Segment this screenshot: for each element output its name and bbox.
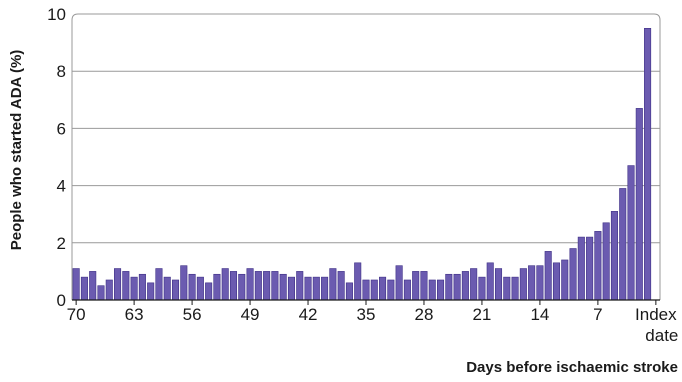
bar [155, 268, 163, 301]
bar [610, 211, 618, 301]
bar [312, 276, 320, 301]
x-tick-label: 28 [415, 305, 434, 324]
bar [254, 271, 262, 301]
bar [619, 188, 627, 301]
bar [586, 236, 594, 301]
x-tick-label: 21 [472, 305, 491, 324]
bar [196, 276, 204, 301]
bar [387, 279, 395, 301]
bar [461, 271, 469, 301]
bar [163, 276, 171, 301]
bar [180, 265, 188, 301]
bar [130, 276, 138, 301]
bar [453, 273, 461, 301]
bar [122, 271, 130, 301]
bar [437, 279, 445, 301]
y-tick-label: 8 [57, 62, 66, 81]
bar [271, 271, 279, 301]
x-axis-title: Days before ischaemic stroke [466, 359, 678, 376]
y-tick-label: 6 [57, 119, 66, 138]
bar [287, 276, 295, 301]
bar [379, 276, 387, 301]
bar [602, 222, 610, 301]
bar [494, 268, 503, 301]
y-tick-label: 0 [57, 291, 66, 310]
bar [188, 273, 196, 301]
x-tick-label: 35 [357, 305, 376, 324]
bar [536, 265, 544, 301]
x-tick-label: 70 [67, 305, 86, 324]
bar [561, 259, 569, 301]
bar [304, 276, 312, 301]
x-tick-label-line2: date [645, 326, 678, 345]
bar [147, 282, 155, 301]
bar [329, 268, 337, 301]
bar [97, 285, 105, 301]
bar [478, 276, 486, 301]
bar [470, 268, 478, 301]
x-tick-label: Index [635, 305, 677, 324]
bar [362, 279, 370, 301]
bar [528, 265, 536, 301]
bar [395, 265, 403, 301]
bar [321, 276, 329, 301]
bar [213, 273, 221, 301]
x-tick-label: 56 [183, 305, 202, 324]
bar [544, 251, 552, 301]
bar [486, 262, 494, 301]
bar [644, 27, 652, 301]
bar [238, 273, 246, 301]
bar [105, 279, 113, 301]
bar [80, 276, 88, 301]
plot-frame [71, 13, 661, 300]
bar [552, 262, 561, 301]
bar [412, 271, 420, 301]
axes [71, 13, 661, 305]
bar [279, 273, 287, 301]
bar [221, 268, 229, 301]
bar [627, 165, 635, 301]
bar [445, 273, 453, 301]
bar [246, 268, 254, 301]
y-tick-label: 2 [57, 234, 66, 253]
bars [72, 27, 652, 301]
bar [229, 271, 238, 301]
bar [511, 276, 519, 301]
bar [577, 236, 585, 301]
y-axis-title: People who started ADA (%) [8, 50, 25, 251]
bar [403, 279, 411, 301]
bar [354, 262, 362, 301]
bar [370, 279, 378, 301]
bar [114, 268, 122, 301]
bar [263, 271, 271, 301]
bar [89, 271, 97, 301]
bar [138, 273, 146, 301]
bar [171, 279, 180, 301]
x-tick-label: 7 [593, 305, 602, 324]
y-tick-label: 4 [57, 177, 66, 196]
bar [337, 271, 345, 301]
bar [428, 279, 436, 301]
bar [503, 276, 511, 301]
x-tick-label: 42 [299, 305, 318, 324]
bar [205, 282, 213, 301]
bar [569, 248, 577, 301]
bar [594, 231, 602, 301]
bar [345, 282, 353, 301]
bar [635, 108, 643, 301]
bar [72, 268, 80, 301]
gridlines [72, 70, 660, 244]
tick-labels: 0 2 4 6 8 10 70 63 56 49 42 35 28 21 14 7 Index date [47, 5, 678, 345]
bar [420, 271, 428, 301]
x-tick-label: 63 [125, 305, 144, 324]
x-tick-label: 49 [241, 305, 260, 324]
y-tick-label: 10 [47, 5, 66, 24]
x-tick-label: 14 [530, 305, 549, 324]
bar [519, 268, 527, 301]
bar [296, 271, 304, 301]
